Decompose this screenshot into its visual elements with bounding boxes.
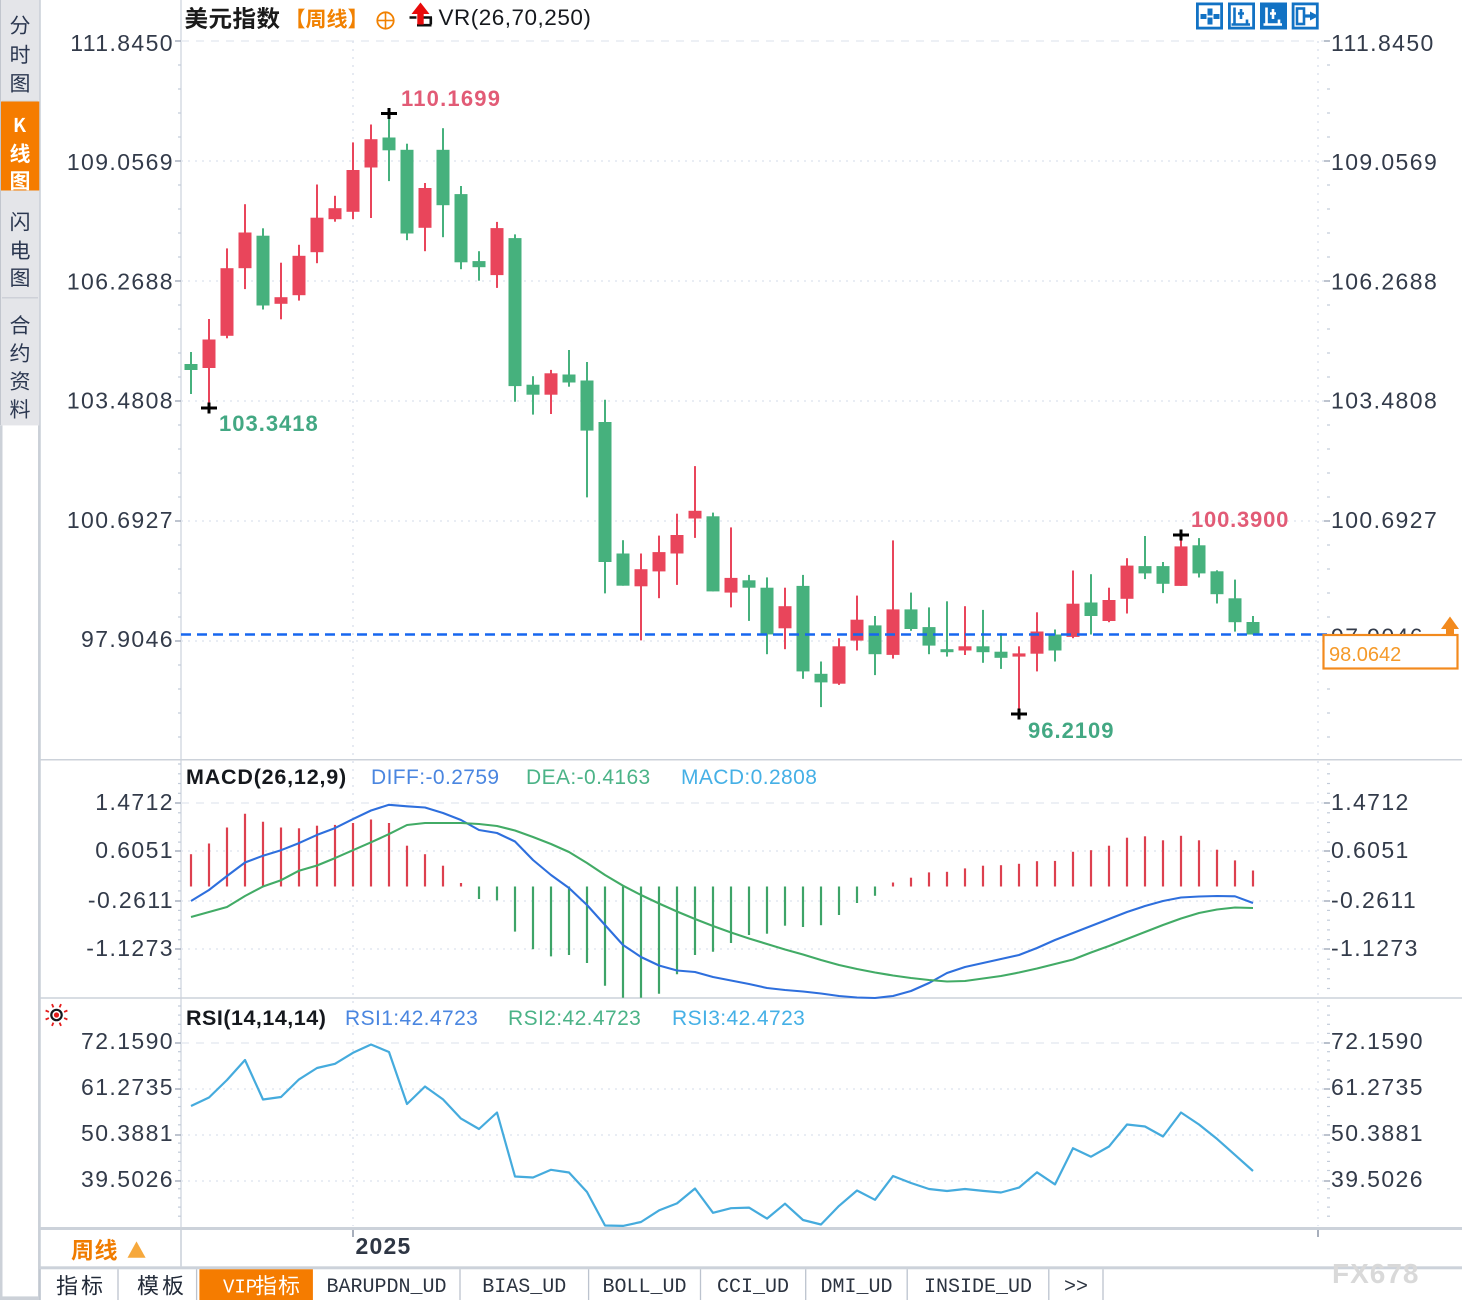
svg-text:BIAS_UD: BIAS_UD [482,1276,566,1299]
svg-text:100.3900: 100.3900 [1191,507,1289,532]
svg-text:MACD:0.2808: MACD:0.2808 [681,766,817,789]
svg-text:103.4808: 103.4808 [1331,388,1438,414]
svg-text:0.6051: 0.6051 [1331,837,1410,863]
svg-text:-1.1273: -1.1273 [1331,935,1419,961]
svg-text:109.0569: 109.0569 [1331,149,1438,175]
svg-text:72.1590: 72.1590 [1331,1028,1424,1054]
svg-text:109.0569: 109.0569 [67,149,174,175]
svg-text:DEA:-0.4163: DEA:-0.4163 [526,766,651,789]
svg-text:96.2109: 96.2109 [1028,718,1115,743]
svg-text:RSI3:42.4723: RSI3:42.4723 [672,1007,805,1030]
svg-text:MACD(26,12,9): MACD(26,12,9) [186,765,347,789]
svg-text:106.2688: 106.2688 [1331,268,1438,294]
svg-text:2025: 2025 [356,1233,412,1259]
svg-text:103.3418: 103.3418 [219,411,319,436]
svg-text:98.0642: 98.0642 [1329,644,1401,666]
svg-text:BOLL_UD: BOLL_UD [602,1276,686,1299]
svg-text:106.2688: 106.2688 [67,268,174,294]
svg-text:-1.1273: -1.1273 [86,935,174,961]
svg-text:39.5026: 39.5026 [1331,1166,1424,1192]
svg-text:110.1699: 110.1699 [401,86,501,111]
svg-text:111.8450: 111.8450 [1331,30,1435,56]
svg-text:72.1590: 72.1590 [81,1028,174,1054]
svg-text:RSI2:42.4723: RSI2:42.4723 [508,1007,641,1030]
svg-text:103.4808: 103.4808 [67,388,174,414]
svg-text:97.9046: 97.9046 [81,626,174,652]
svg-text:39.5026: 39.5026 [81,1166,174,1192]
svg-text:1.4712: 1.4712 [95,789,174,815]
svg-text:RSI(14,14,14): RSI(14,14,14) [186,1006,326,1030]
svg-text:VIP: VIP [223,1277,257,1299]
svg-text:INSIDE_UD: INSIDE_UD [924,1276,1032,1299]
svg-text:1.4712: 1.4712 [1331,789,1410,815]
svg-text:BARUPDN_UD: BARUPDN_UD [326,1276,446,1299]
svg-text:50.3881: 50.3881 [81,1120,174,1146]
svg-text:100.6927: 100.6927 [1331,507,1438,533]
svg-text:DMI_UD: DMI_UD [820,1276,892,1299]
svg-text:100.6927: 100.6927 [67,507,174,533]
svg-text:FX678: FX678 [1332,1258,1420,1289]
svg-text:111.8450: 111.8450 [70,30,174,56]
svg-text:CCI_UD: CCI_UD [717,1276,789,1299]
svg-text:-0.2611: -0.2611 [1331,887,1417,913]
svg-text:RSI1:42.4723: RSI1:42.4723 [345,1007,478,1030]
svg-text:61.2735: 61.2735 [1331,1074,1424,1100]
svg-text:0.6051: 0.6051 [95,837,174,863]
svg-text:DIFF:-0.2759: DIFF:-0.2759 [371,766,500,789]
svg-text:>>: >> [1064,1276,1088,1299]
svg-text:50.3881: 50.3881 [1331,1120,1424,1146]
svg-text:61.2735: 61.2735 [81,1074,174,1100]
svg-text:VR(26,70,250): VR(26,70,250) [439,5,592,30]
svg-text:-0.2611: -0.2611 [88,887,174,913]
